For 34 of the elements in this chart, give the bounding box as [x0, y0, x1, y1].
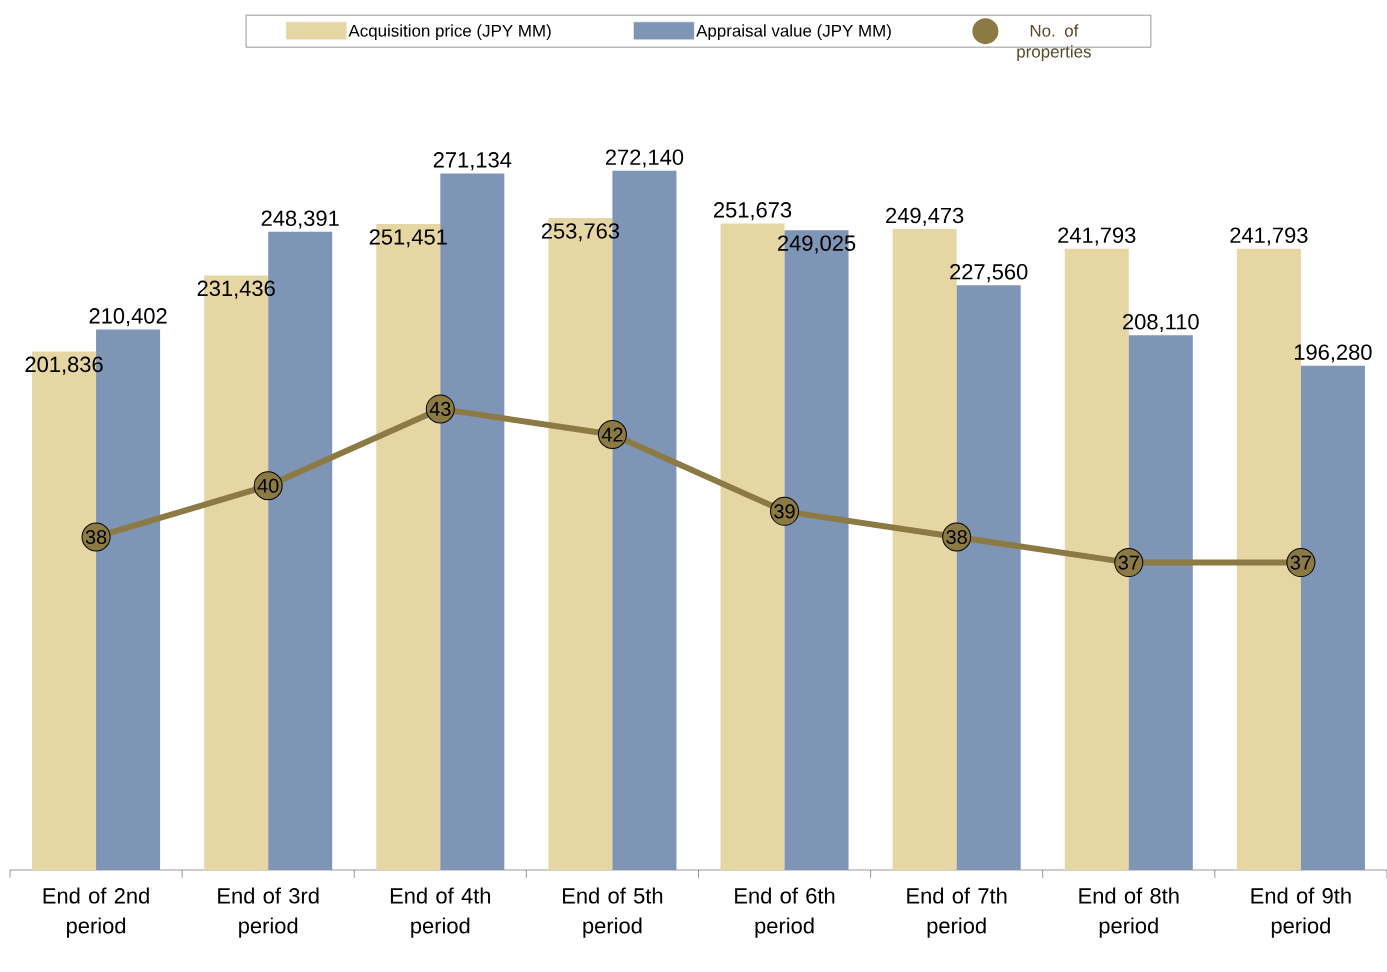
data-label: 249,473 [886, 207, 964, 226]
data-label: 43 [429, 401, 451, 416]
data-label: 37 [1118, 555, 1139, 570]
data-label: 40 [257, 478, 279, 493]
data-label: 241,793 [1058, 227, 1136, 246]
data-label: 227,560 [950, 264, 1028, 283]
x-tick-label: End of 2nd period [43, 887, 149, 938]
data-label: 253,763 [541, 223, 620, 242]
data-label: 210,402 [89, 308, 167, 327]
data-label: 38 [85, 529, 107, 545]
data-label: 251,673 [714, 202, 792, 221]
x-tick-label: End of 4th period [390, 887, 491, 938]
legend-label: Appraisal value (JPY MM) [696, 24, 891, 41]
x-tick-label: End of 7th period [907, 887, 1007, 938]
data-label: 248,391 [261, 210, 339, 229]
legend-label: Acquisition price (JPY MM) [348, 24, 551, 41]
data-label: 196,280 [1294, 344, 1372, 363]
data-label: 201,836 [25, 356, 103, 375]
data-label: 272,140 [605, 149, 684, 168]
x-tick-label: End of 3rd period [218, 887, 319, 938]
legend-label: No. of properties [1017, 24, 1091, 61]
x-tick-label: End of 9th period [1251, 887, 1351, 938]
x-tick-label: End of 8th period [1079, 887, 1179, 938]
x-tick-label: End of 5th period [563, 887, 663, 938]
data-label: 39 [774, 504, 795, 519]
data-label: 271,134 [433, 152, 512, 171]
data-label: 241,793 [1230, 227, 1308, 246]
data-label: 37 [1290, 555, 1311, 570]
data-label: 208,110 [1123, 313, 1199, 333]
data-label: 231,436 [197, 280, 275, 299]
data-label: 251,451 [369, 229, 447, 248]
data-label: 38 [946, 529, 967, 545]
x-tick-label: End of 6th period [735, 887, 835, 938]
data-label: 42 [601, 427, 623, 442]
